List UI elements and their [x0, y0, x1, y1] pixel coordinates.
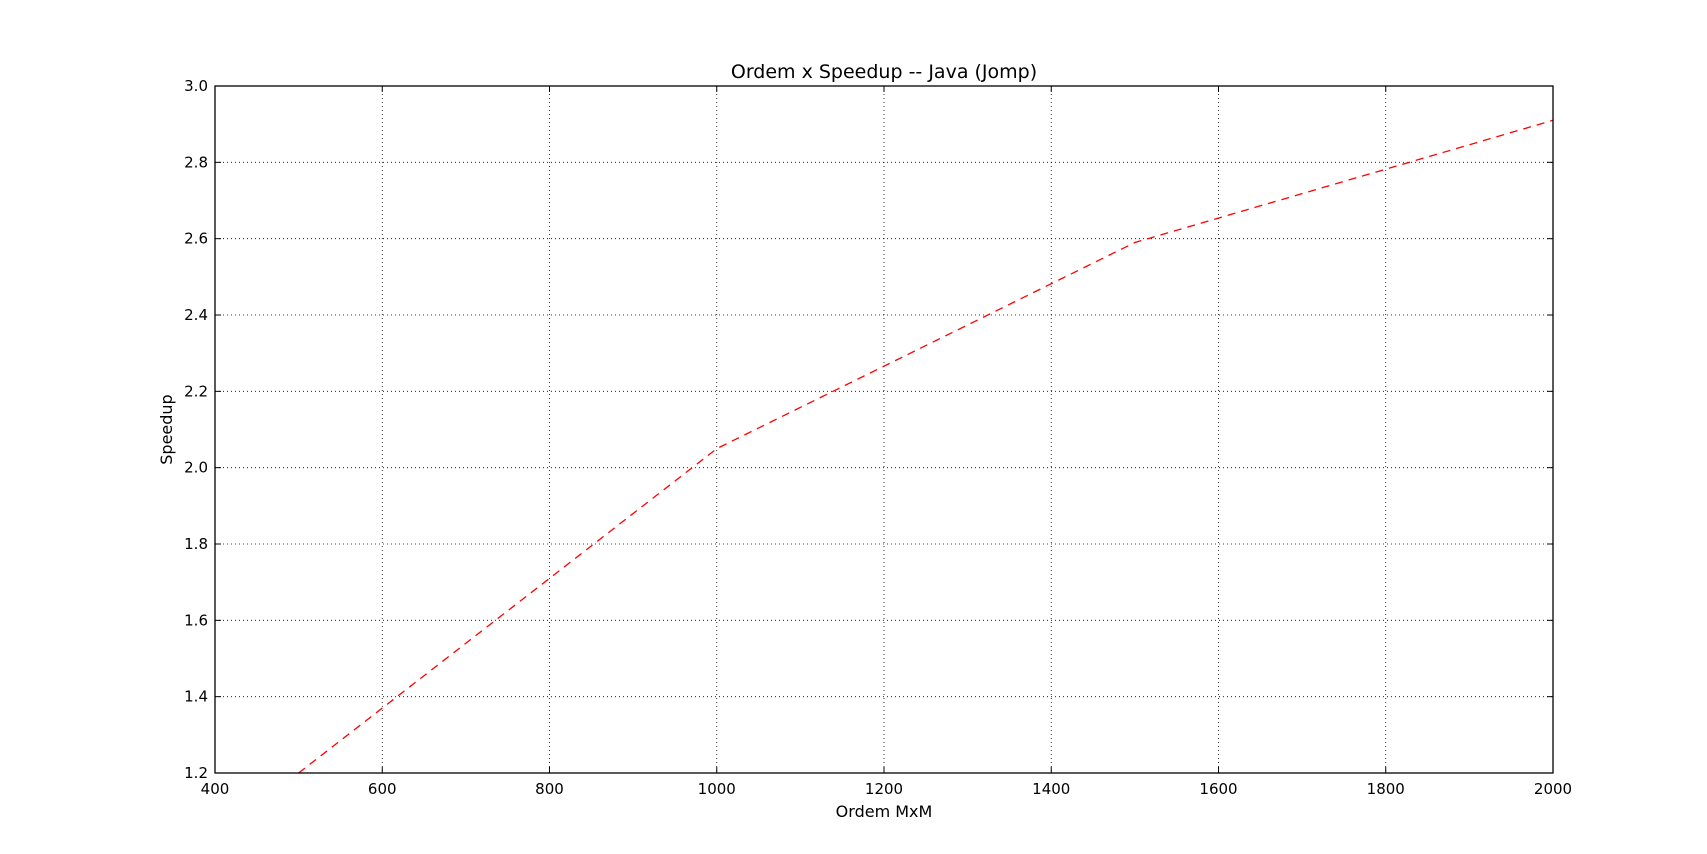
x-tick-label: 1000 — [698, 780, 736, 798]
chart-title: Ordem x Speedup -- Java (Jomp) — [731, 61, 1037, 83]
series-line — [298, 119, 1554, 774]
y-axis-label: Speedup — [157, 394, 176, 464]
y-tick-label: 1.2 — [184, 764, 208, 782]
x-tick-label: 400 — [201, 780, 230, 798]
y-tick-label: 2.0 — [184, 459, 208, 477]
y-tick-label: 1.8 — [184, 535, 208, 553]
x-tick-label: 600 — [368, 780, 397, 798]
y-tick-label: 1.6 — [184, 611, 208, 629]
axis-ticks — [214, 85, 1554, 774]
y-tick-label: 2.4 — [184, 306, 208, 324]
x-tick-label: 800 — [535, 780, 564, 798]
x-tick-label: 1600 — [1199, 780, 1237, 798]
x-tick-label: 1200 — [865, 780, 903, 798]
x-axis-tick-labels: 400 600 800 1000 1200 1400 1600 1800 2000 — [201, 780, 1572, 798]
y-tick-label: 2.8 — [184, 153, 208, 171]
x-tick-label: 2000 — [1534, 780, 1572, 798]
series-layer — [298, 119, 1554, 774]
x-tick-label: 1800 — [1367, 780, 1405, 798]
x-axis-label: Ordem MxM — [836, 802, 933, 821]
y-tick-label: 3.0 — [184, 77, 208, 95]
y-tick-label: 1.4 — [184, 688, 208, 706]
y-axis-tick-labels: 1.2 1.4 1.6 1.8 2.0 2.2 2.4 2.6 2.8 3.0 — [184, 77, 208, 782]
y-tick-label: 2.6 — [184, 230, 208, 248]
x-tick-label: 1400 — [1032, 780, 1070, 798]
grid-lines — [215, 86, 1553, 773]
y-tick-label: 2.2 — [184, 382, 208, 400]
